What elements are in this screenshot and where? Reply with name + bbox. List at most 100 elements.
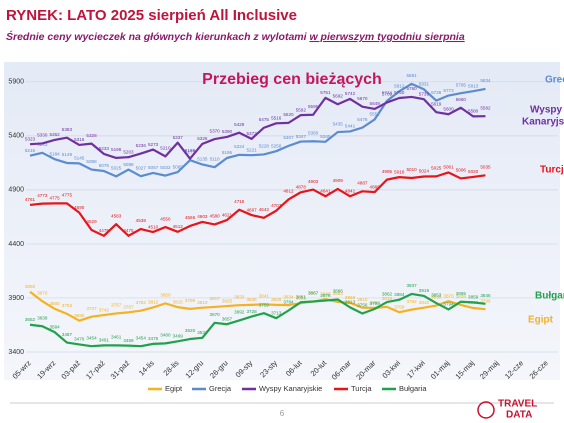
data-label: 3520 [185,328,196,333]
data-label: 5027 [136,165,147,170]
series-line [29,95,486,160]
data-label: 4621 [222,212,233,217]
data-label: 3759 [259,302,270,307]
data-label: 4812 [283,189,294,194]
data-label: 3841 [259,294,270,299]
data-label: 4903 [308,179,319,184]
data-label: 5760 [406,86,417,91]
data-label: 5595 [308,104,319,109]
data-label: 5233 [99,146,110,151]
data-label: 5035 [480,165,491,170]
data-label: 5435 [333,121,344,126]
series-line [29,171,486,237]
data-label: 3459 [123,338,134,343]
data-label: 5726 [431,90,442,95]
data-label: 4841 [345,188,356,193]
data-label: 3865 [456,291,467,296]
data-label: 3796 [480,298,491,303]
data-label: 3958 [25,284,36,289]
data-label: 3867 [308,291,319,296]
data-label: 3888 [320,291,331,296]
data-label: 5812 [394,84,405,89]
data-label: 5149 [62,152,73,157]
legend-item: Grecja [192,384,232,393]
data-label: 5670 [357,96,368,101]
data-label: 3692 [234,310,245,315]
data-label: 5020 [468,169,479,174]
data-label: 3813 [345,300,356,305]
legend-item: Egipt [148,384,183,393]
data-label: 3638 [37,315,48,320]
data-label: 5750 [394,90,405,95]
data-label: 3834 [283,294,294,299]
data-label: 3767 [123,305,134,310]
data-label: 3815 [173,299,184,304]
data-label: 4775 [50,196,61,201]
data-label: 5307 [283,135,294,140]
data-label: 3825 [222,298,233,303]
data-label: 5370 [210,128,221,133]
data-label: 3499 [173,334,184,339]
data-label: 5316 [74,137,85,142]
y-tick-label: 5400 [8,133,24,140]
data-label: 5018 [394,169,405,174]
data-label: 3480 [160,333,171,338]
data-label: 5057 [148,165,159,170]
data-label: 4995 [382,169,393,174]
data-label: 5243 [37,142,48,147]
data-label: 5724 [382,90,393,95]
data-label: 3461 [111,335,122,340]
subtitle-emphasis: w pierwszym tygodniu sierpnia [309,31,464,43]
data-label: 3475 [148,336,159,341]
series-line [29,290,486,322]
data-label: 4603 [197,214,208,219]
data-label: 3713 [271,310,282,315]
data-label: 5210 [160,146,171,151]
data-label: 5195 [222,150,233,155]
data-label: 5224 [234,144,245,149]
legend-label: Turcja [351,384,372,393]
data-label: 5330 [37,133,48,138]
data-label: 3852 [296,295,307,300]
data-label: 3794 [443,302,454,307]
data-label: 3768 [394,304,405,309]
data-label: 5065 [173,164,184,169]
data-label: 5660 [456,97,467,102]
slide-title: RYNEK: LATO 2025 sierpień All Inclusive [6,7,297,24]
data-label: 4775 [62,193,73,198]
data-label: 5476 [357,117,368,122]
data-label: 3919 [419,288,430,293]
data-label: 4556 [160,216,171,221]
data-label: 5345 [320,134,331,139]
y-tick-label: 5900 [8,79,24,86]
data-label: 4538 [136,218,147,223]
legend-label: Wyspy Kanaryjskie [259,384,322,393]
data-label: 3850 [160,293,171,298]
data-label: 5619 [431,101,442,106]
data-label: 5580 [468,109,479,114]
data-label: 5834 [480,78,491,83]
data-label: 5831 [419,81,430,86]
data-label: 3670 [210,312,221,317]
series-end-label: Bułgaria [535,291,564,302]
data-label: 5145 [74,156,85,161]
data-label: 5025 [431,166,442,171]
data-label: 5221 [246,147,257,152]
data-label: 3808 [370,300,381,305]
data-label: 3859 [468,295,479,300]
data-label: 3652 [25,317,36,322]
data-label: 3753 [62,303,73,308]
series-line [29,82,486,178]
data-label: 4761 [25,197,36,202]
slide-subtitle: Średnie ceny wycieczek na głównych kieru… [6,30,465,43]
series-end-label: Wyspy [530,105,562,116]
data-label: 5600 [443,106,454,111]
data-label: 5216 [25,148,36,153]
data-label: 3584 [50,324,61,329]
legend-label: Egipt [165,384,183,393]
data-label: 3836 [246,297,257,302]
logo-text: TRAVEL [498,399,537,410]
data-label: 5135 [197,157,208,162]
data-label: 3728 [246,309,257,314]
legend-label: Bułgaria [399,384,427,393]
